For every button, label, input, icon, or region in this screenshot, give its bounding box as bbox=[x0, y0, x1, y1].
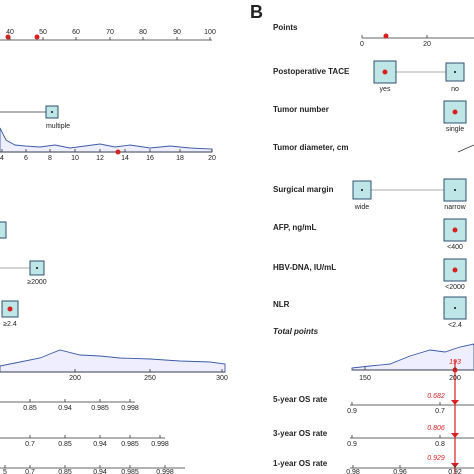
label: 0.929 bbox=[427, 455, 445, 462]
tick-label: 60 bbox=[72, 29, 80, 36]
tick-label: 0.998 bbox=[156, 469, 174, 474]
point bbox=[452, 109, 458, 115]
point bbox=[454, 71, 456, 73]
point bbox=[36, 267, 38, 269]
label: wide bbox=[354, 204, 370, 211]
tick-label: 10 bbox=[71, 155, 79, 162]
label: narrow bbox=[444, 204, 466, 211]
label: ≥2000 bbox=[27, 279, 47, 286]
axis bbox=[457, 144, 474, 153]
tick-label: 0.96 bbox=[393, 469, 407, 474]
tick-label: 12 bbox=[96, 155, 104, 162]
point bbox=[361, 189, 363, 191]
tick-label: 200 bbox=[69, 375, 81, 382]
tick-label: 0.8 bbox=[435, 441, 445, 448]
point bbox=[454, 189, 456, 191]
row-label: Points bbox=[273, 23, 298, 32]
tick-label: 0.9 bbox=[347, 441, 357, 448]
panel-letter: B bbox=[250, 2, 263, 22]
row-label: HBV-DNA, IU/mL bbox=[273, 263, 336, 272]
row-label: Postoperative TACE bbox=[273, 67, 350, 76]
tick-label: 0.7 bbox=[435, 408, 445, 415]
tick-label: 0.98 bbox=[346, 469, 360, 474]
tick-label: 40 bbox=[6, 29, 14, 36]
point bbox=[34, 34, 40, 40]
tick-label: 0.985 bbox=[121, 441, 139, 448]
row-label: Tumor diameter, cm bbox=[273, 143, 348, 152]
point bbox=[51, 111, 53, 113]
density bbox=[351, 343, 474, 371]
tick-label: 150 bbox=[359, 375, 371, 382]
tick-label: 18 bbox=[176, 155, 184, 162]
point bbox=[452, 267, 458, 273]
density bbox=[0, 127, 213, 153]
point bbox=[7, 306, 13, 312]
tick-label: 100 bbox=[204, 29, 216, 36]
label: single bbox=[446, 126, 464, 133]
level-box bbox=[0, 221, 7, 239]
row-label: AFP, ng/mL bbox=[273, 223, 317, 232]
label: multiple bbox=[46, 123, 70, 130]
tick-label: 0.985 bbox=[121, 469, 139, 474]
point bbox=[454, 307, 456, 309]
tick-label: 250 bbox=[144, 375, 156, 382]
tick-label: 4 bbox=[0, 155, 4, 162]
tick-label: 20 bbox=[208, 155, 216, 162]
tick-label: 16 bbox=[146, 155, 154, 162]
label: 0.806 bbox=[427, 425, 445, 432]
tick-label: 0 bbox=[360, 41, 364, 48]
tick-label: 20 bbox=[423, 41, 431, 48]
tick-label: 0.985 bbox=[91, 405, 109, 412]
tick-label: 0.9 bbox=[347, 408, 357, 415]
tick-label: 90 bbox=[173, 29, 181, 36]
label: 193 bbox=[449, 359, 461, 366]
point bbox=[115, 149, 121, 155]
tick-label: 14 bbox=[121, 155, 129, 162]
label: ≥2.4 bbox=[3, 321, 17, 328]
density bbox=[0, 349, 226, 373]
tick-label: 0.85 bbox=[58, 469, 72, 474]
point bbox=[5, 34, 11, 40]
tick-label: 0.998 bbox=[151, 441, 169, 448]
row-label: 1-year OS rate bbox=[273, 459, 328, 468]
label: <2.4 bbox=[448, 322, 462, 329]
label: <400 bbox=[447, 244, 463, 251]
label: no bbox=[451, 86, 459, 93]
tick-label: 200 bbox=[449, 375, 461, 382]
point bbox=[382, 69, 388, 75]
point bbox=[383, 33, 389, 39]
tick-label: 5 bbox=[3, 469, 7, 474]
tick-label: 6 bbox=[24, 155, 28, 162]
row-label: Total points bbox=[273, 327, 319, 336]
label: yes bbox=[380, 86, 391, 93]
tick-label: 0.94 bbox=[58, 405, 72, 412]
row-label: Tumor number bbox=[273, 105, 329, 114]
point bbox=[452, 227, 458, 233]
tick-label: 0.998 bbox=[121, 405, 139, 412]
row-label: NLR bbox=[273, 300, 290, 309]
row-label: 5-year OS rate bbox=[273, 395, 328, 404]
arrow bbox=[451, 400, 459, 468]
label: 0.682 bbox=[427, 393, 445, 400]
tick-label: 0.94 bbox=[93, 441, 107, 448]
tick-label: 8 bbox=[48, 155, 52, 162]
label: <2000 bbox=[445, 284, 465, 291]
tick-label: 50 bbox=[39, 29, 47, 36]
tick-label: 0.7 bbox=[25, 469, 35, 474]
tick-label: 0.7 bbox=[25, 441, 35, 448]
row-label: 3-year OS rate bbox=[273, 429, 328, 438]
tick-label: 70 bbox=[106, 29, 114, 36]
row-label: Surgical margin bbox=[273, 185, 334, 194]
tick-label: 0.94 bbox=[93, 469, 107, 474]
tick-label: 0.92 bbox=[448, 469, 462, 474]
tick-label: 300 bbox=[216, 375, 228, 382]
tick-label: 0.85 bbox=[23, 405, 37, 412]
tick-label: 0.85 bbox=[58, 441, 72, 448]
tick-label: 80 bbox=[139, 29, 147, 36]
